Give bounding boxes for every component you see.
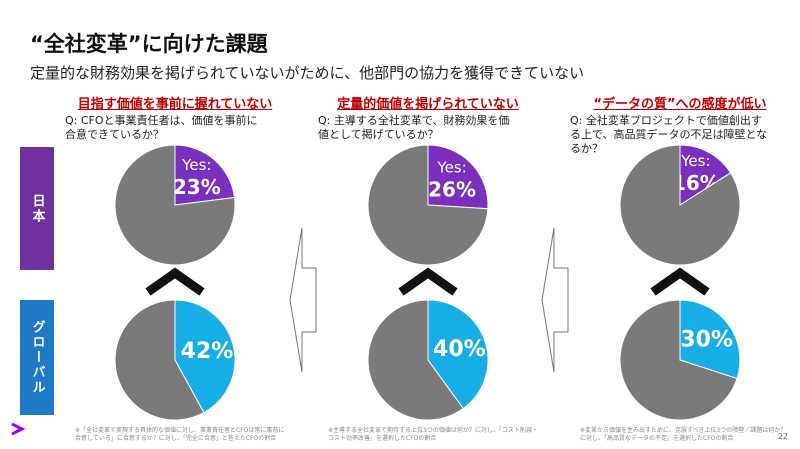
logo — [11, 422, 26, 436]
slice-category: Yes: — [680, 152, 710, 170]
slice-category: Yes: — [436, 158, 466, 176]
pie-slice — [114, 144, 236, 266]
column-heading: 目指す価値を事前に握れていない — [77, 97, 273, 112]
question: Q: CFOと事業責任者は、価値を事前に合意できているか？ — [65, 114, 258, 141]
value-label: 40% — [433, 337, 486, 362]
footnote: ※主導する全社変革で期待する上位3つの価値は何か？に対し、「コスト削減・コスト効… — [328, 427, 538, 442]
value-label: 42% — [181, 339, 234, 364]
page-number: 22 — [777, 432, 788, 441]
pie-slice — [114, 299, 205, 421]
slide-title: “全社変革”に向けた課題 — [30, 32, 268, 56]
flow-arrows — [289, 227, 569, 373]
pie-slice — [679, 144, 732, 206]
footnote: ※変革から価値を生み出すために、克服すべき上位3つの障壁／課題は何か？に対し、「… — [580, 427, 787, 442]
pie-slice — [174, 144, 236, 206]
value-label: 26% — [428, 177, 476, 201]
value-label: 30% — [680, 328, 733, 353]
pie-slice — [367, 144, 489, 266]
pie-slice — [619, 299, 738, 421]
pie-slice — [367, 299, 464, 421]
column-heading: 定量的価値を掲げられていない — [337, 97, 519, 112]
row-label: 日本 — [20, 147, 54, 270]
comparison-chevrons — [145, 267, 710, 296]
pie-slice — [174, 299, 236, 414]
pie-slice — [427, 299, 489, 410]
value-label: 23% — [173, 175, 221, 199]
pie-slice — [427, 144, 489, 210]
column-heading: “データの質”への感度が低い — [593, 97, 767, 112]
slice-category: Yes: — [181, 156, 211, 174]
slide-subtitle: 定量的な財務効果を掲げられていないがために、他部門の協力を獲得できていない — [30, 64, 585, 82]
pie-slice — [619, 144, 741, 266]
question: Q: 全社変革プロジェクトで価値創出する上で、高品質データの不足は障壁となるか？ — [570, 114, 768, 155]
row-label: グローバル — [20, 300, 54, 415]
footnote: ※「全社変革で実現する具体的な価値に対し、事業責任者とCFOは常に事前に合意して… — [75, 427, 285, 442]
pie-slice — [679, 299, 741, 380]
question: Q: 主導する全社変革で、財務効果を価値として掲げているか？ — [318, 114, 510, 141]
